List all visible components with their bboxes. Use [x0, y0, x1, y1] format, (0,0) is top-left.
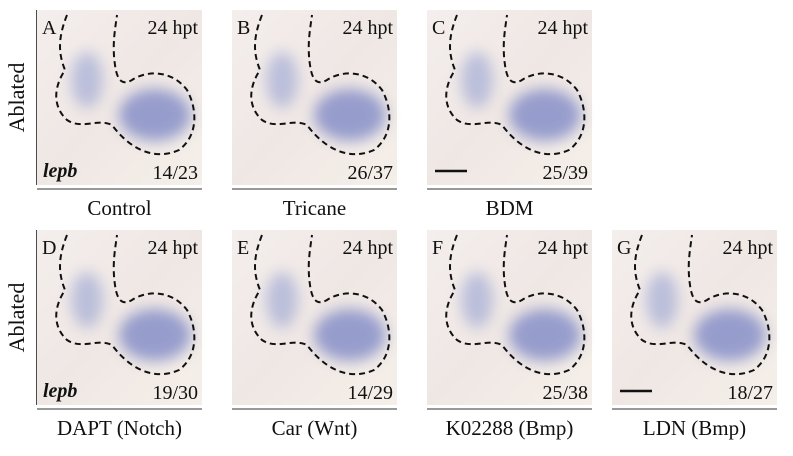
time-label: 24 hpt	[537, 237, 588, 259]
stain	[314, 309, 386, 361]
panel: B 24 hpt 26/37	[232, 10, 397, 185]
stain	[119, 89, 191, 141]
caption: K02288 (Bmp)	[446, 416, 574, 440]
count-label: 25/39	[542, 162, 588, 184]
stain	[71, 272, 103, 328]
panel: F 24 hpt 25/38	[427, 230, 592, 405]
row-label: Ablated	[4, 283, 29, 353]
panel: E 24 hpt 14/29	[232, 230, 397, 405]
count-label: 26/37	[347, 162, 393, 184]
outline	[250, 234, 391, 376]
count-label: 14/29	[347, 382, 393, 404]
caption: Car (Wnt)	[272, 416, 358, 440]
stain	[646, 272, 678, 328]
count-label: 25/38	[542, 382, 588, 404]
stain	[71, 52, 103, 108]
panel: A 24 hpt 14/23 lepb	[37, 10, 202, 185]
stain	[119, 309, 191, 361]
row-label: Ablated	[4, 63, 29, 133]
panel-letter: C	[432, 17, 445, 39]
gene-label: lepb	[43, 160, 77, 182]
panel-letter: A	[42, 17, 57, 39]
gene-label: lepb	[43, 380, 77, 402]
time-label: 24 hpt	[342, 237, 393, 259]
stain	[461, 52, 493, 108]
time-label: 24 hpt	[537, 17, 588, 39]
caption: LDN (Bmp)	[643, 416, 746, 440]
outline	[445, 234, 586, 376]
time-label: 24 hpt	[342, 17, 393, 39]
time-label: 24 hpt	[147, 237, 198, 259]
stain	[509, 89, 581, 141]
panel-letter: B	[237, 17, 250, 39]
outline	[250, 14, 391, 156]
panel: C 24 hpt 25/39	[427, 10, 592, 185]
panel: D 24 hpt 19/30 lepb	[37, 230, 202, 405]
caption: Tricane	[283, 196, 346, 220]
time-label: 24 hpt	[147, 17, 198, 39]
caption: BDM	[486, 196, 534, 220]
stain	[266, 272, 298, 328]
count-label: 18/27	[727, 382, 773, 404]
outline	[630, 234, 771, 376]
panel-letter: D	[42, 237, 56, 259]
stain	[314, 89, 386, 141]
count-label: 19/30	[152, 382, 198, 404]
panel-letter: G	[617, 237, 631, 259]
caption: Control	[87, 196, 151, 220]
panel-letter: E	[237, 237, 249, 259]
outline	[55, 234, 196, 376]
stain	[509, 309, 581, 361]
outline	[55, 14, 196, 156]
stain	[694, 309, 766, 361]
panel: G 24 hpt 18/27	[612, 230, 777, 405]
panel-letter: F	[432, 237, 443, 259]
stain	[461, 272, 493, 328]
stain	[266, 52, 298, 108]
outline	[445, 14, 586, 156]
time-label: 24 hpt	[722, 237, 773, 259]
count-label: 14/23	[152, 162, 198, 184]
caption: DAPT (Notch)	[57, 416, 182, 440]
